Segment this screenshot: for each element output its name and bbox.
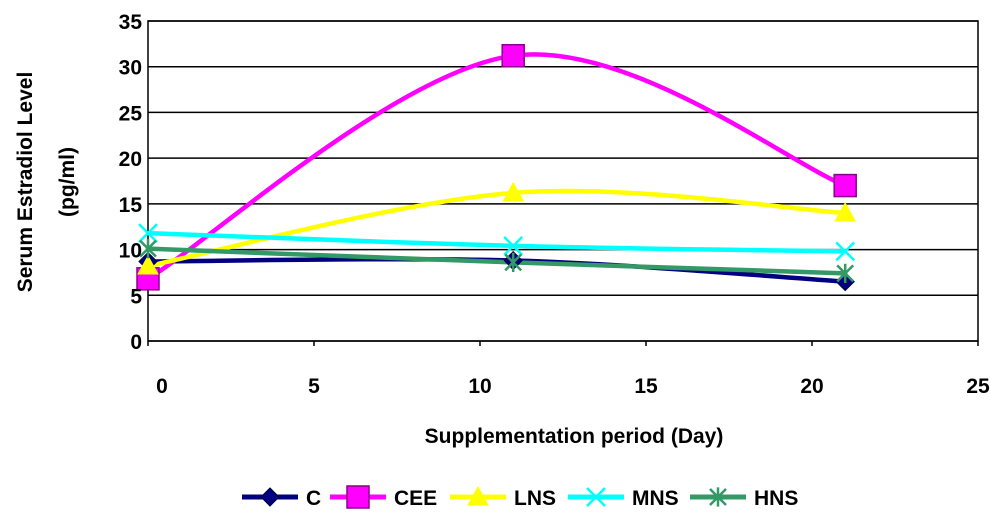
legend-item-hns: HNS [690, 487, 798, 510]
legend: C CEE LNS MNS HNS [242, 485, 798, 510]
data-point-cee [833, 173, 857, 198]
legend-item-mns: MNS [568, 487, 679, 510]
legend-item-cee: CEE [330, 485, 437, 510]
legend-marker [586, 487, 606, 507]
plot-area [147, 20, 979, 342]
legend-label: MNS [632, 487, 679, 510]
x-tick-label: 10 [468, 375, 491, 398]
data-point-mns [138, 223, 158, 243]
x-tick-label: 15 [634, 375, 658, 398]
legend-item-c: C [242, 487, 321, 510]
data-point-mns [835, 241, 856, 262]
series-lines [145, 52, 848, 284]
y-axis-title: Serum Estradiol Level (pg/ml) [14, 72, 79, 293]
legend-label: C [306, 487, 321, 510]
x-axis-title: Supplementation period (Day) [425, 425, 724, 448]
data-point-hns [139, 239, 157, 259]
legend-marker [467, 485, 489, 506]
y-axis-title-line-2: (pg/ml) [56, 147, 79, 217]
x-tick-labels: 0 5 10 15 20 25 [147, 341, 990, 398]
y-tick-label: 15 [119, 194, 143, 217]
data-point-mns [503, 236, 524, 256]
data-point-hns [836, 263, 855, 283]
grid-lines [148, 20, 978, 342]
legend-label: LNS [514, 487, 556, 510]
series-markers [136, 43, 857, 292]
legend-label: CEE [394, 487, 437, 510]
data-point-lns [502, 181, 525, 202]
y-tick-label: 35 [119, 11, 143, 34]
y-tick-label: 30 [119, 57, 142, 80]
data-point-lns [137, 254, 159, 275]
x-tick-label: 25 [966, 375, 990, 398]
legend-marker [346, 485, 370, 509]
x-tick-label: 0 [156, 375, 168, 398]
legend-marker [709, 487, 727, 507]
y-tick-label: 20 [119, 148, 142, 171]
y-tick-labels: 0 5 10 15 20 25 30 35 [119, 11, 143, 354]
data-point-lns [834, 201, 857, 222]
legend-item-lns: LNS [450, 485, 556, 510]
legend-label: HNS [754, 487, 798, 510]
x-tick-label: 5 [308, 375, 320, 398]
y-axis-title-line-1: Serum Estradiol Level [14, 72, 37, 293]
y-tick-label: 5 [130, 285, 142, 308]
y-tick-label: 10 [119, 240, 142, 263]
data-point-cee [501, 43, 525, 68]
data-point-hns [504, 252, 523, 272]
legend-marker [260, 487, 280, 507]
x-tick-label: 20 [800, 375, 823, 398]
y-tick-label: 0 [130, 331, 142, 354]
y-tick-label: 25 [119, 102, 143, 125]
